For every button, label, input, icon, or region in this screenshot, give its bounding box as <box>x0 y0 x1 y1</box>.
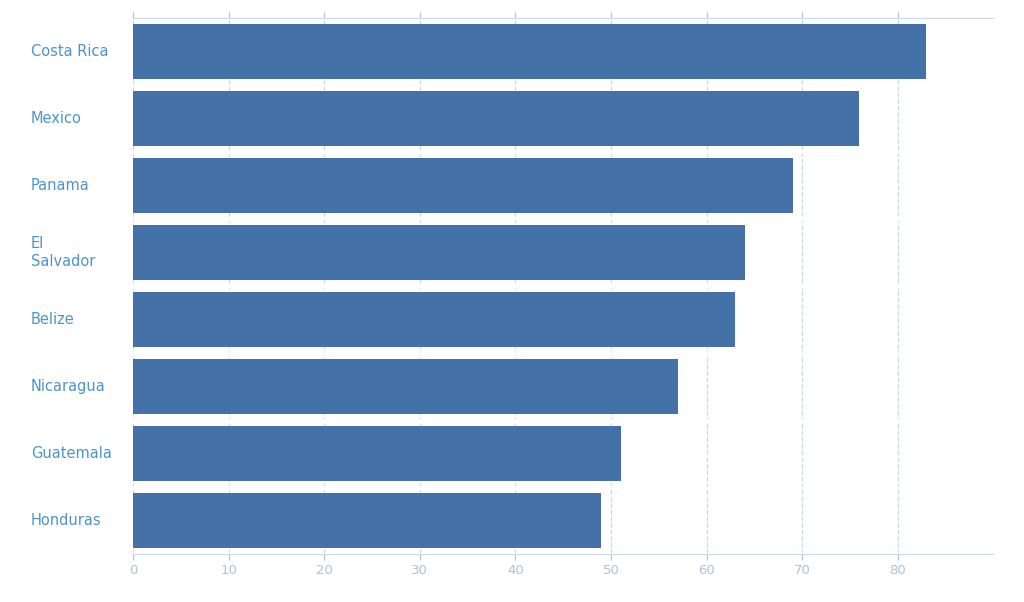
Bar <box>133 158 793 213</box>
Bar <box>133 24 927 79</box>
Bar <box>133 493 601 548</box>
Bar <box>133 225 744 280</box>
Bar <box>133 292 735 347</box>
Bar <box>133 359 678 414</box>
Bar <box>133 91 859 146</box>
Bar <box>133 426 621 481</box>
